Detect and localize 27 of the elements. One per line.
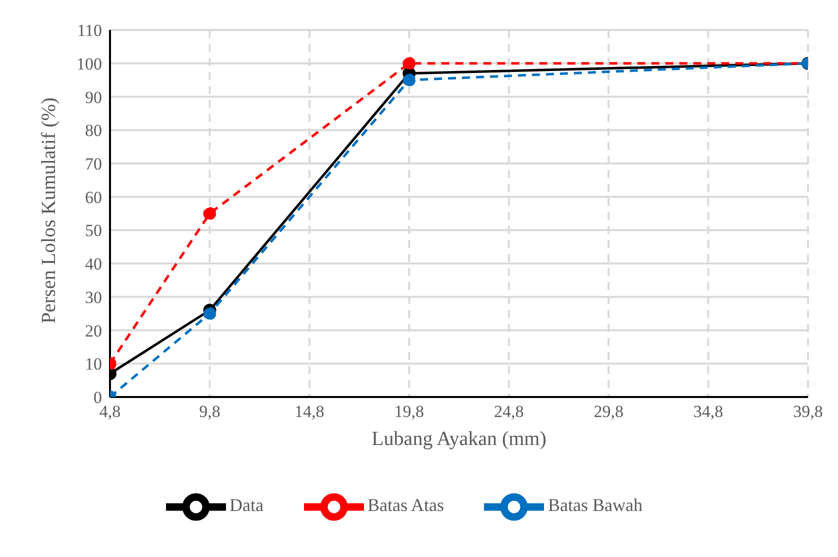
y-tick-label: 110 <box>77 21 102 40</box>
y-tick-label: 80 <box>85 121 102 140</box>
y-tick-label: 20 <box>85 321 102 340</box>
legend-label: Data <box>230 495 264 516</box>
point <box>402 74 416 87</box>
x-tick-label: 39,8 <box>793 402 823 422</box>
y-tick-label: 90 <box>85 88 102 107</box>
y-tick-label: 50 <box>85 221 102 240</box>
x-tick-label: 19,8 <box>394 402 424 422</box>
x-axis-title: Lubang Ayakan (mm) <box>372 428 546 450</box>
legend-label: Batas Bawah <box>548 495 642 516</box>
x-tick-label: 4,8 <box>99 402 121 422</box>
x-tick-label: 29,8 <box>594 402 624 422</box>
y-tick-label: 30 <box>85 288 102 307</box>
x-tick-label: 14,8 <box>294 402 324 422</box>
x-tick-label: 34,8 <box>693 402 724 422</box>
x-tick-label: 9,8 <box>199 402 220 422</box>
y-tick-label: 40 <box>85 254 102 274</box>
y-tick-label: 100 <box>76 54 102 74</box>
legend-label: Batas Atas <box>368 495 444 516</box>
x-tick-label: 24,8 <box>494 402 524 422</box>
y-tick-label: 10 <box>85 354 102 374</box>
point <box>402 56 416 70</box>
y-tick-label: 60 <box>85 188 102 207</box>
y-tick-label: 0 <box>94 388 102 408</box>
y-axis-title: Persen Lolos Kumulatif (%) <box>38 97 60 324</box>
y-tick-label: 70 <box>85 154 102 174</box>
